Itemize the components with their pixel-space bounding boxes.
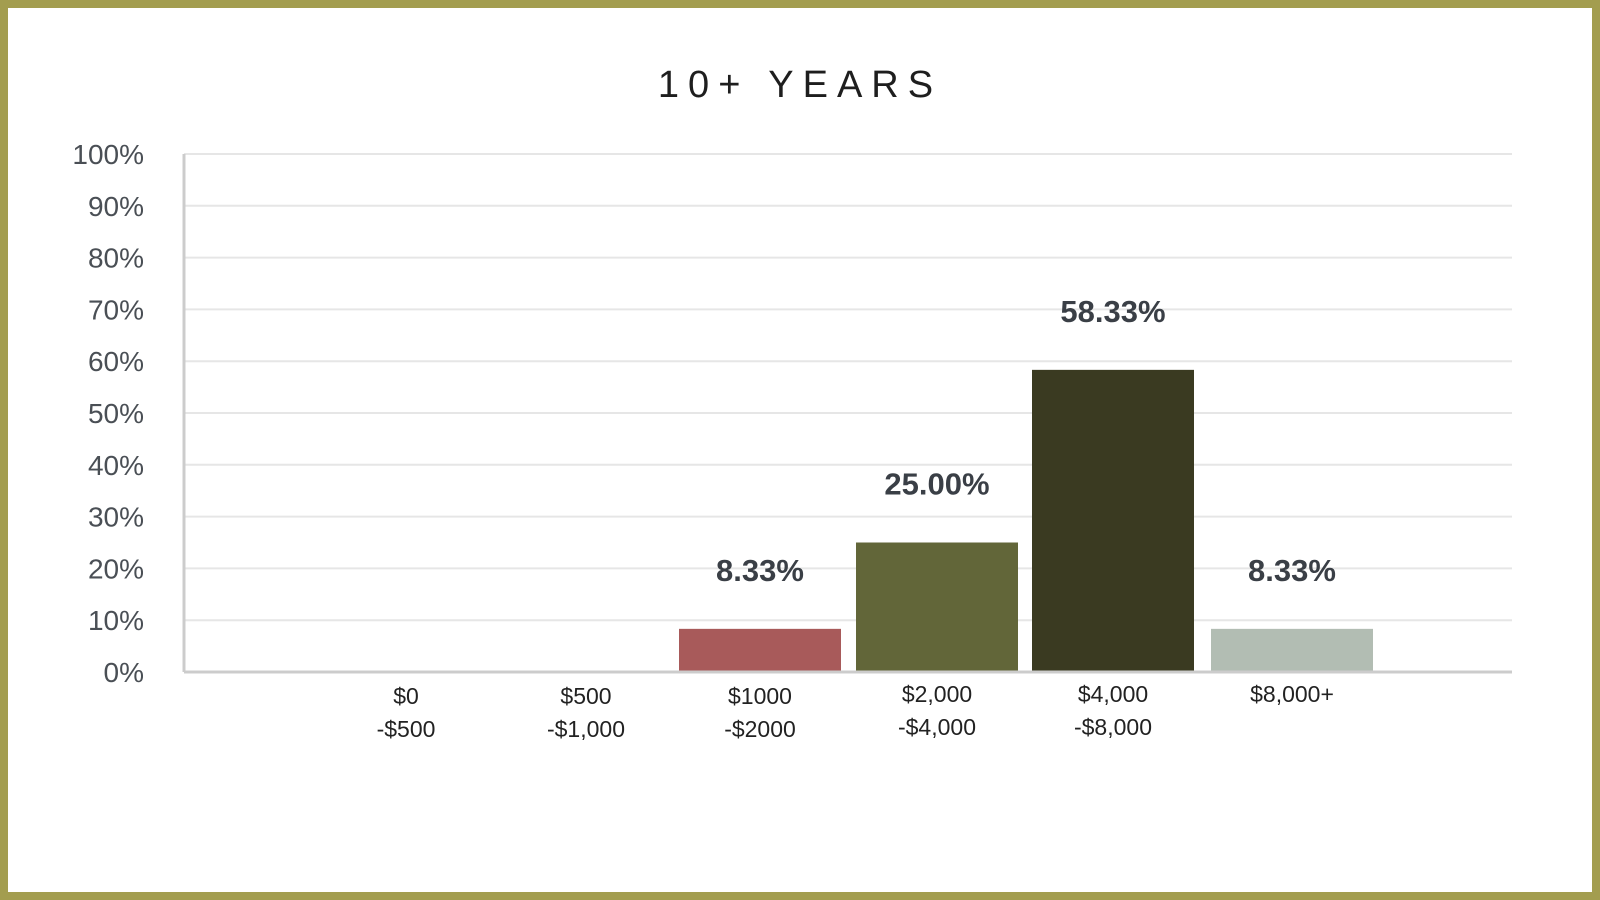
data-label: 8.33%: [1248, 553, 1336, 588]
x-tick-label: -$8,000: [1074, 714, 1152, 740]
bars: [679, 369, 1373, 672]
x-tick-label: $2,000: [902, 681, 972, 707]
y-tick-label: 50%: [88, 398, 144, 429]
x-axis-ticks: $0 -$500 $500 -$1,000 $1000 -$2000 $2,000 -$4,0…: [377, 681, 1334, 742]
data-label: 58.33%: [1060, 294, 1165, 329]
x-tick-label: -$1,000: [547, 716, 625, 742]
y-tick-label: 90%: [88, 191, 144, 222]
data-label: 8.33%: [716, 553, 804, 588]
y-tick-label: 20%: [88, 553, 144, 584]
y-tick-label: 70%: [88, 294, 144, 325]
y-tick-label: 10%: [88, 605, 144, 636]
y-tick-label: 60%: [88, 346, 144, 377]
data-label: 25.00%: [884, 467, 989, 502]
x-tick-label: -$500: [377, 716, 436, 742]
x-tick-label: $0: [393, 683, 419, 709]
y-axis-ticks: 0% 10% 20% 30% 40% 50% 60% 70% 80% 90% 100%: [72, 139, 144, 688]
x-tick-label: $1000: [728, 683, 792, 709]
data-labels: 8.33% 25.00% 58.33% 8.33%: [716, 294, 1336, 588]
x-tick-label: $8,000+: [1250, 681, 1334, 707]
bar: [679, 628, 841, 672]
x-tick-label: $4,000: [1078, 681, 1148, 707]
bar: [1032, 369, 1194, 672]
y-tick-label: 40%: [88, 450, 144, 481]
y-tick-label: 0%: [104, 657, 144, 688]
y-tick-label: 80%: [88, 243, 144, 274]
x-tick-label: $500: [560, 683, 611, 709]
x-tick-label: -$2000: [724, 716, 796, 742]
x-tick-label: -$4,000: [898, 714, 976, 740]
y-tick-label: 100%: [72, 139, 144, 170]
chart-title: 10+ YEARS: [657, 64, 943, 106]
bar: [856, 542, 1018, 672]
y-tick-label: 30%: [88, 502, 144, 533]
bar: [1211, 628, 1373, 672]
gridlines: [184, 153, 1512, 622]
